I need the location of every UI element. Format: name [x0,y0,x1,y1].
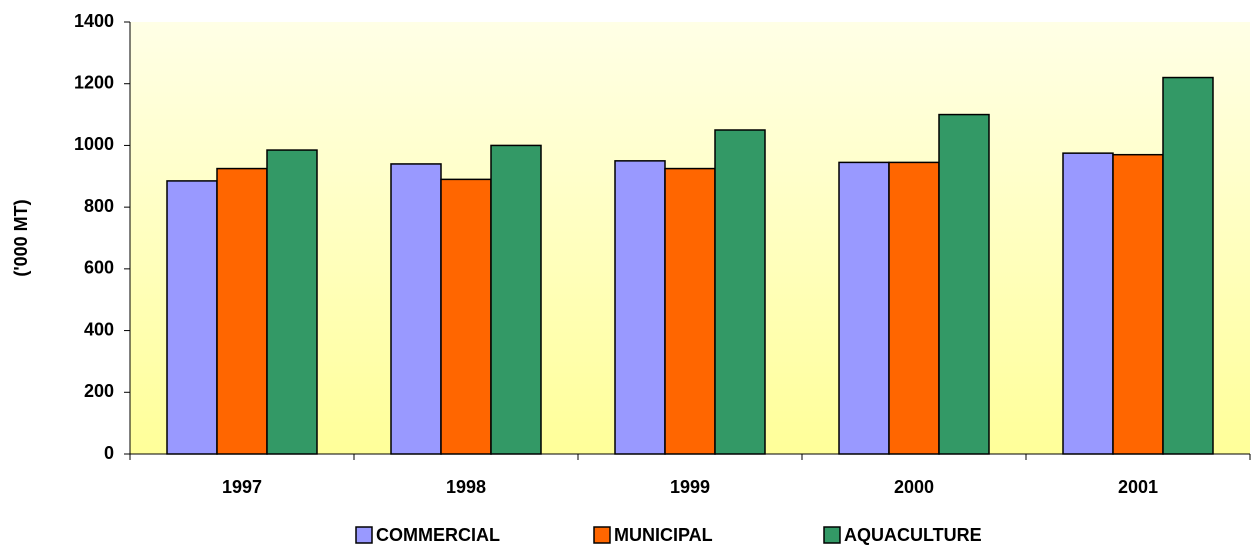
bar [440,178,492,455]
x-tick-label: 1997 [222,477,262,497]
y-tick-label: 0 [104,443,114,463]
y-tick-label: 1400 [74,11,114,31]
bar [1062,152,1114,455]
y-tick-label: 1200 [74,72,114,92]
y-tick-label: 400 [84,319,114,339]
legend-label: MUNICIPAL [614,525,713,545]
bar [938,113,990,455]
y-tick-label: 800 [84,196,114,216]
x-tick-label: 2000 [894,477,934,497]
bar [714,129,766,455]
y-tick-label: 200 [84,381,114,401]
bar [614,160,666,455]
bar [888,161,940,455]
bar [1112,153,1164,455]
legend-swatch [823,526,841,544]
x-tick-label: 1998 [446,477,486,497]
legend-label: AQUACULTURE [844,525,982,545]
y-axis-label: ('000 MT) [11,199,31,276]
bar [490,144,542,455]
x-tick-label: 1999 [670,477,710,497]
bar [166,180,218,455]
legend-swatch [355,526,373,544]
y-tick-label: 600 [84,258,114,278]
bar [838,161,890,455]
bar [1162,76,1214,455]
bar [390,163,442,455]
x-tick-label: 2001 [1118,477,1158,497]
bar [216,167,268,455]
legend-label: COMMERCIAL [376,525,500,545]
legend-swatch [593,526,611,544]
bar [664,167,716,455]
y-tick-label: 1000 [74,134,114,154]
bar [266,149,318,455]
